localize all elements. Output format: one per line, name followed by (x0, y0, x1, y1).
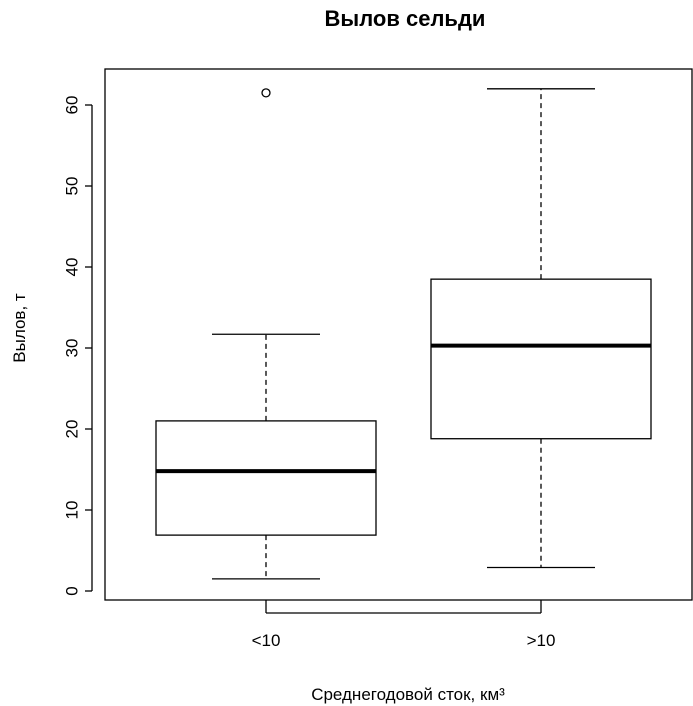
y-tick-label: 20 (63, 420, 82, 439)
y-tick-label: 10 (63, 501, 82, 520)
y-tick-label: 40 (63, 258, 82, 277)
x-tick-label: <10 (252, 631, 281, 650)
box-1 (155, 88, 377, 580)
x-axis: <10 >10 (252, 600, 556, 650)
y-tick-label: 60 (63, 96, 82, 115)
x-tick-label: >10 (527, 631, 556, 650)
x-axis-label: Среднегодовой сток, км³ (311, 685, 505, 704)
box-series (155, 88, 652, 580)
outlier-point (261, 88, 271, 98)
chart-title: Вылов сельди (325, 6, 486, 31)
y-tick-label: 0 (63, 586, 82, 595)
y-tick-label: 50 (63, 177, 82, 196)
y-axis-label: Вылов, т (10, 293, 29, 363)
box-2 (430, 88, 652, 569)
iqr-box (430, 278, 652, 440)
y-tick-label: 30 (63, 339, 82, 358)
y-axis: 0 10 20 30 40 50 60 (63, 96, 93, 596)
iqr-box (155, 420, 377, 536)
plot-frame (104, 68, 693, 601)
